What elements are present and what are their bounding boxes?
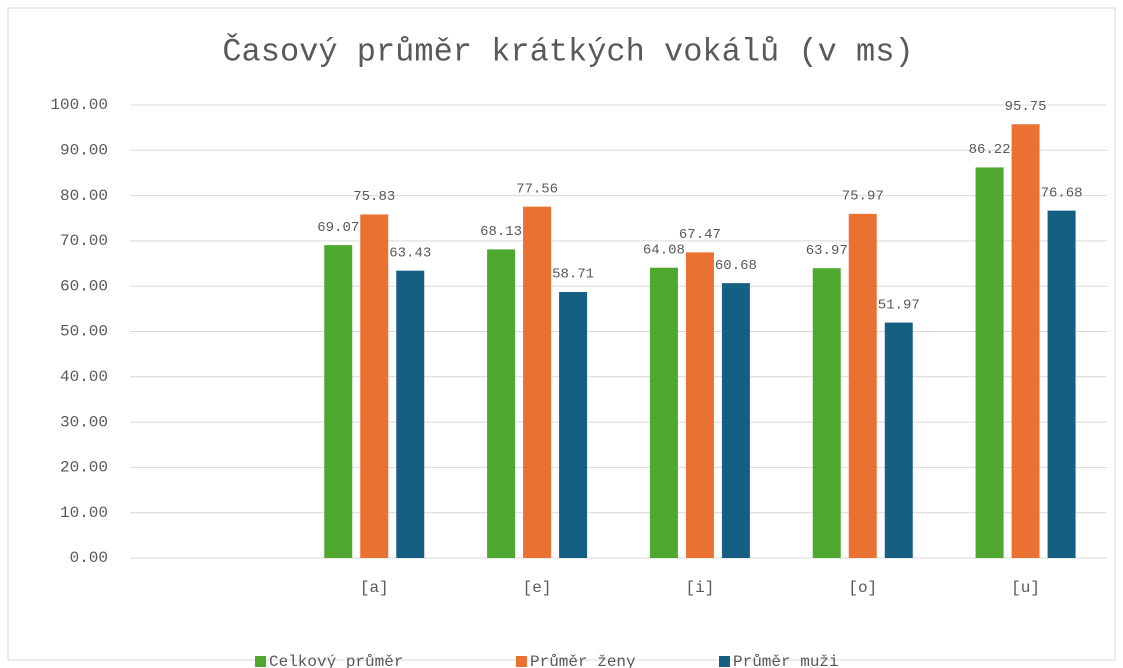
data-label: 58.71 bbox=[552, 267, 594, 283]
data-label: 63.97 bbox=[806, 243, 848, 259]
bar bbox=[812, 268, 841, 558]
x-tick-label: [e] bbox=[523, 579, 552, 597]
bar bbox=[848, 213, 877, 558]
bar bbox=[649, 267, 678, 558]
data-label: 86.22 bbox=[969, 142, 1011, 158]
data-label: 67.47 bbox=[679, 227, 721, 243]
legend-swatch bbox=[719, 656, 730, 667]
data-label: 63.43 bbox=[389, 245, 431, 261]
x-tick-label: [i] bbox=[686, 579, 715, 597]
y-tick-label: 30.00 bbox=[60, 413, 108, 431]
data-label: 76.68 bbox=[1041, 185, 1083, 201]
legend-label: Průměr ženy bbox=[530, 653, 636, 668]
chart-title: Časový průměr krátkých vokálů (v ms) bbox=[222, 33, 913, 70]
data-label: 75.97 bbox=[842, 189, 884, 205]
y-tick-label: 80.00 bbox=[60, 187, 108, 205]
y-tick-label: 20.00 bbox=[60, 459, 108, 477]
y-tick-label: 60.00 bbox=[60, 277, 108, 295]
bar bbox=[396, 270, 425, 558]
bar bbox=[975, 167, 1004, 558]
data-label: 69.07 bbox=[317, 220, 359, 236]
data-label: 95.75 bbox=[1005, 99, 1047, 115]
bar bbox=[487, 249, 516, 558]
legend-label: Průměr muži bbox=[733, 653, 839, 668]
data-label: 68.13 bbox=[480, 224, 522, 240]
data-label: 75.83 bbox=[353, 189, 395, 205]
bar bbox=[360, 214, 389, 558]
bar bbox=[1047, 210, 1076, 559]
data-label: 64.08 bbox=[643, 242, 685, 258]
y-tick-label: 0.00 bbox=[70, 549, 108, 567]
bar bbox=[884, 322, 913, 558]
bar bbox=[324, 245, 353, 558]
data-label: 60.68 bbox=[715, 258, 757, 274]
y-tick-label: 40.00 bbox=[60, 368, 108, 386]
bar bbox=[1011, 124, 1040, 558]
x-tick-label: [u] bbox=[1011, 579, 1040, 597]
y-tick-label: 50.00 bbox=[60, 323, 108, 341]
data-label: 51.97 bbox=[878, 297, 920, 313]
legend-label: Celkový průměr bbox=[269, 653, 403, 668]
y-tick-label: 70.00 bbox=[60, 232, 108, 250]
x-tick-label: [a] bbox=[360, 579, 389, 597]
bar bbox=[559, 292, 588, 558]
y-tick-label: 100.00 bbox=[50, 96, 108, 114]
bar bbox=[721, 283, 750, 558]
bar bbox=[685, 252, 714, 558]
y-tick-label: 10.00 bbox=[60, 504, 108, 522]
data-label: 77.56 bbox=[516, 181, 558, 197]
bar bbox=[523, 206, 552, 558]
legend-swatch bbox=[516, 656, 527, 667]
x-tick-label: [o] bbox=[848, 579, 877, 597]
y-tick-label: 90.00 bbox=[60, 142, 108, 160]
legend-swatch bbox=[255, 656, 266, 667]
